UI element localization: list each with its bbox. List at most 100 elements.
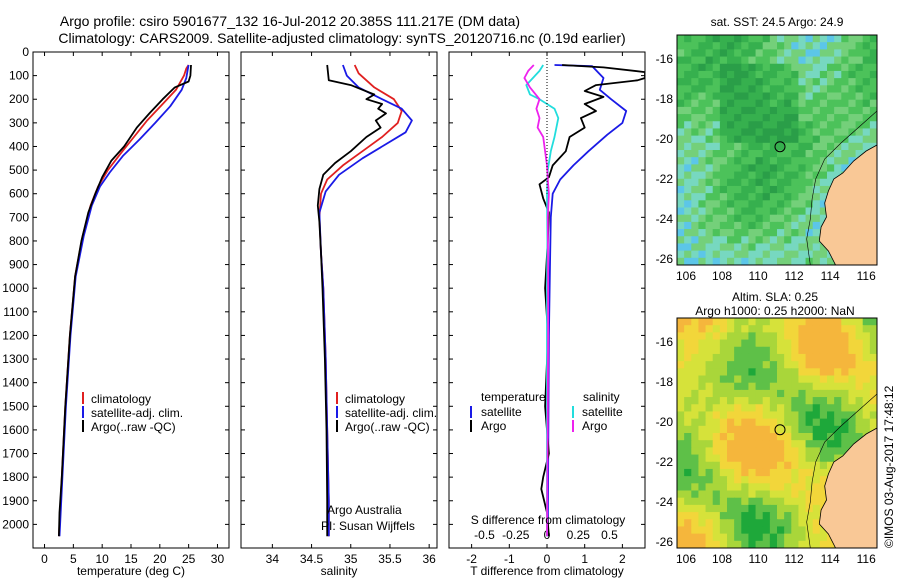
map-cell xyxy=(741,361,750,369)
map-cell xyxy=(719,193,728,201)
map-cell xyxy=(791,128,800,137)
x-tick-label: 20 xyxy=(153,552,167,566)
map-cell xyxy=(798,236,807,245)
temperature-xlabel: temperature (deg C) xyxy=(77,564,185,578)
map-y-tick-label: -26 xyxy=(656,252,674,266)
map-cell xyxy=(812,512,821,520)
map-cell xyxy=(677,519,685,528)
map-cell xyxy=(869,353,877,362)
map-cell xyxy=(805,92,814,101)
map-cell xyxy=(734,476,742,484)
map-cell xyxy=(827,178,835,187)
map-cell xyxy=(769,332,778,341)
map-cell xyxy=(862,382,871,391)
map-cell xyxy=(691,221,700,230)
sla-land xyxy=(818,427,877,548)
map-cell xyxy=(748,447,757,456)
map-y-tick-label: -16 xyxy=(656,335,674,349)
map-cell xyxy=(791,325,800,333)
map-cell xyxy=(684,106,692,115)
map-x-tick-label: 116 xyxy=(857,269,876,283)
map-cell xyxy=(734,540,742,548)
map-cell xyxy=(777,135,785,144)
map-cell xyxy=(791,250,800,259)
map-cell xyxy=(734,142,742,151)
profile-lines xyxy=(58,64,645,537)
map-cell xyxy=(684,389,692,398)
map-cell xyxy=(755,418,764,427)
x-tick-label: 34 xyxy=(266,552,280,566)
map-cell xyxy=(812,389,821,398)
map-cell xyxy=(855,425,864,434)
map-cell xyxy=(719,221,728,230)
map-cell xyxy=(848,70,857,79)
map-cell xyxy=(784,411,792,420)
map-cell xyxy=(827,540,835,548)
map-cell xyxy=(677,164,685,173)
y-tick-label: 500 xyxy=(9,163,29,177)
map-cell xyxy=(769,171,778,180)
map-cell xyxy=(719,185,728,194)
salinity-xlabel: salinity xyxy=(321,564,358,578)
map-cell xyxy=(805,142,814,151)
map-cell xyxy=(869,106,877,115)
map-cell xyxy=(834,78,842,86)
map-cell xyxy=(712,214,721,223)
map-cell xyxy=(798,250,807,259)
map-cell xyxy=(798,63,807,72)
map-cell xyxy=(769,92,778,101)
map-cell xyxy=(762,497,771,506)
map-cell xyxy=(777,106,785,115)
map-cell xyxy=(691,207,700,216)
map-cell xyxy=(827,318,835,326)
map-cell xyxy=(741,447,750,456)
map-cell xyxy=(841,157,850,165)
map-cell xyxy=(734,353,742,362)
s-tick-label: 0.5 xyxy=(601,528,618,542)
map-cell xyxy=(748,375,757,384)
map-cell xyxy=(819,121,828,130)
x-tick-label: 2 xyxy=(619,552,626,566)
map-cell xyxy=(805,425,814,434)
map-cell xyxy=(712,35,721,43)
map-cell xyxy=(827,368,835,377)
map-cell xyxy=(827,49,835,58)
map-cell xyxy=(848,106,857,115)
map-cell xyxy=(677,42,685,50)
map-cell xyxy=(812,447,821,456)
series-line xyxy=(546,64,628,537)
map-cell xyxy=(719,178,728,187)
map-cell xyxy=(791,221,800,230)
map-cell xyxy=(698,257,707,265)
map-cell xyxy=(705,433,714,441)
map-cell xyxy=(705,99,714,108)
map-cell xyxy=(805,78,814,86)
map-cell xyxy=(719,397,728,405)
map-cell xyxy=(684,339,692,348)
map-cell xyxy=(841,440,850,448)
map-cell xyxy=(755,121,764,130)
x-tick-label: 5 xyxy=(70,552,77,566)
map-cell xyxy=(855,397,864,405)
map-cell xyxy=(691,332,700,341)
map-cell xyxy=(805,346,814,355)
map-cell xyxy=(855,325,864,333)
map-cell xyxy=(684,164,692,173)
map-cell xyxy=(684,229,692,237)
map-cell xyxy=(834,114,842,122)
map-cell xyxy=(834,440,842,448)
map-cell xyxy=(684,540,692,548)
map-cell xyxy=(705,200,714,209)
map-cell xyxy=(862,121,871,130)
map-cell xyxy=(841,35,850,43)
map-cell xyxy=(777,346,785,355)
map-cell xyxy=(684,42,692,50)
legend-label-climatology: climatology xyxy=(91,392,151,406)
map-cell xyxy=(734,433,742,441)
map-cell xyxy=(812,497,821,506)
map-cell xyxy=(677,411,685,420)
map-cell xyxy=(748,78,757,86)
map-cell xyxy=(805,229,814,237)
map-cell xyxy=(827,92,835,101)
map-cell xyxy=(812,78,821,86)
